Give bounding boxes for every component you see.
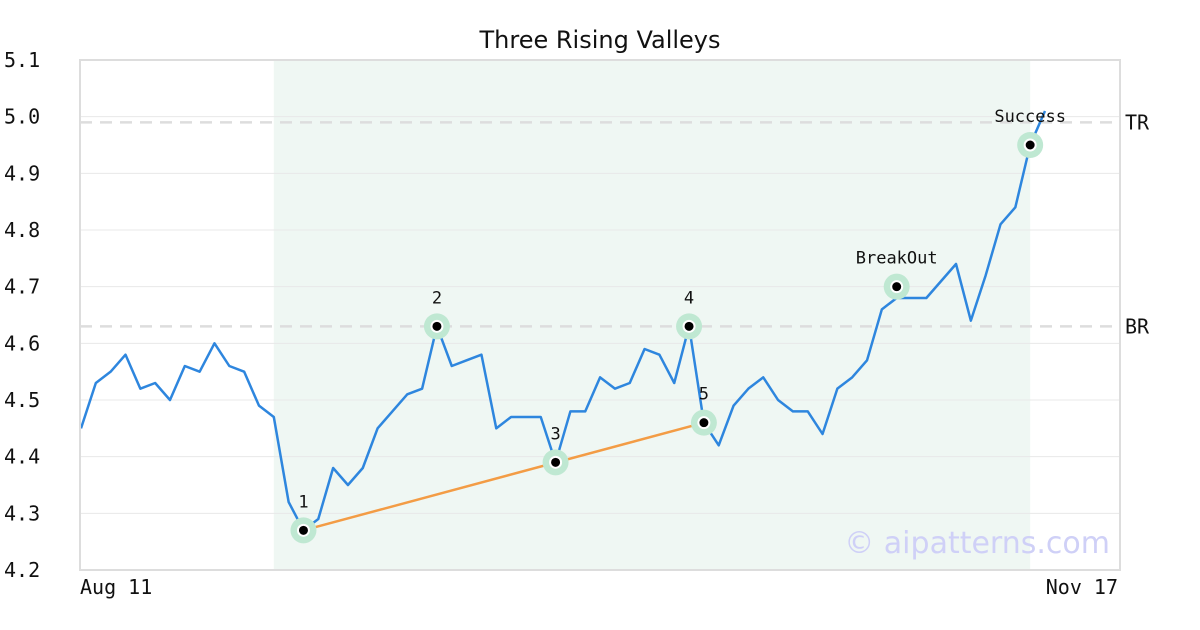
series-layer: [79, 110, 1047, 532]
y-tick-label: 4.2: [4, 558, 40, 582]
y-tick-labels: 4.2 4.3 4.4 4.5 4.6 4.7 4.8 4.9 5.0 5.1: [4, 48, 40, 582]
point-label: Success: [994, 107, 1066, 127]
trendline-layer: [303, 421, 705, 532]
y-tick-label: 4.6: [4, 331, 40, 355]
point-marker: [890, 280, 904, 294]
point-marker: [296, 523, 310, 537]
price-series-line: [79, 110, 1047, 532]
point-marker: [549, 455, 563, 469]
y-tick-label: 4.7: [4, 275, 40, 299]
pattern-points-layer: 1 2 3 4 5 BreakOut Success: [290, 107, 1066, 544]
watermark: © aipatterns.com: [844, 526, 1110, 561]
plot-frame: [79, 59, 1121, 571]
y-tick-label: 4.8: [4, 218, 40, 242]
pattern-zone: [273, 60, 1031, 570]
chart-title: Three Rising Valleys: [478, 26, 720, 54]
level-lines-layer: TR BR: [80, 110, 1150, 338]
point-marker: [697, 416, 711, 430]
y-tick-label: 4.9: [4, 161, 40, 185]
y-tick-label: 4.3: [4, 501, 40, 525]
trendline: [303, 421, 705, 532]
level-label: BR: [1125, 314, 1150, 338]
point-label: 1: [298, 492, 308, 512]
y-tick-label: 4.4: [4, 445, 40, 469]
point-label: BreakOut: [856, 249, 938, 269]
y-tick-label: 5.0: [4, 105, 40, 129]
point-label: 2: [432, 288, 442, 308]
level-label: TR: [1125, 110, 1150, 134]
point-marker: [682, 319, 696, 333]
point-marker: [430, 319, 444, 333]
y-tick-label: 4.5: [4, 388, 40, 412]
point-label: 4: [684, 288, 694, 308]
pattern-zone-layer: [273, 60, 1031, 570]
point-label: 3: [550, 424, 560, 444]
point-label: 5: [699, 385, 709, 405]
point-marker: [1023, 138, 1037, 152]
x-tick-label-start: Aug 11: [80, 575, 152, 599]
x-tick-label-end: Nov 17: [1046, 575, 1118, 599]
y-tick-label: 5.1: [4, 48, 40, 72]
